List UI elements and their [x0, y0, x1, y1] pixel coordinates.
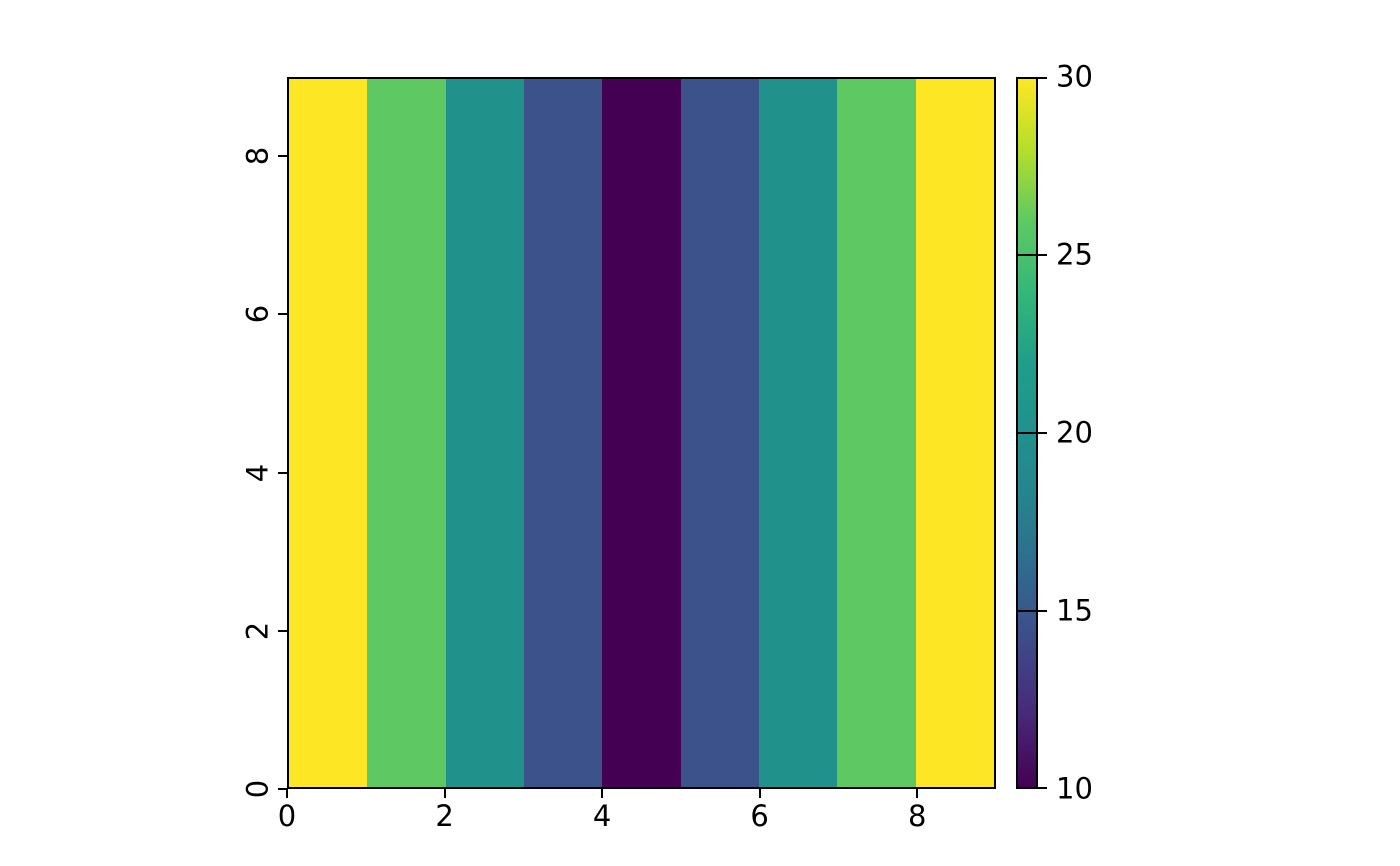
- colorbar-tick-mark: [1016, 610, 1047, 612]
- x-tick-label: 2: [435, 799, 454, 833]
- x-tick-mark: [758, 789, 761, 798]
- heatmap-column-5: [680, 79, 759, 787]
- heatmap-column-6: [758, 79, 838, 787]
- heatmap-column-8: [915, 79, 994, 787]
- colorbar-tick-label: 25: [1056, 237, 1093, 272]
- heatmap-column-7: [837, 79, 916, 787]
- y-tick-mark: [278, 471, 287, 474]
- colorbar-tick-mark: [1016, 254, 1047, 256]
- x-tick-mark: [286, 789, 288, 798]
- y-tick-label: 4: [240, 463, 275, 482]
- y-tick-mark: [278, 313, 287, 316]
- x-tick-mark: [601, 789, 604, 798]
- heatmap-column-3: [523, 79, 603, 787]
- heatmap-column-4: [602, 79, 681, 787]
- x-tick-label: 8: [907, 799, 927, 833]
- x-tick-label: 4: [592, 799, 612, 833]
- y-tick-label: 8: [240, 146, 275, 166]
- colorbar-tick-mark: [1016, 77, 1047, 79]
- colorbar-tick-label: 20: [1056, 415, 1093, 450]
- colorbar-tick-label: 10: [1056, 771, 1093, 806]
- colorbar-tick-label: 15: [1056, 593, 1093, 628]
- colorbar-tick-mark: [1016, 432, 1047, 434]
- heatmap-column-0: [289, 79, 368, 787]
- heatmap-column-2: [445, 79, 524, 787]
- colorbar-tick-label: 30: [1056, 59, 1093, 94]
- y-tick-mark: [278, 155, 287, 158]
- colorbar-tick-mark: [1016, 787, 1047, 789]
- y-tick-label: 0: [240, 779, 275, 799]
- heatmap-plot: [287, 77, 996, 789]
- x-tick-mark: [443, 789, 446, 798]
- y-tick-mark: [278, 788, 287, 790]
- x-tick-mark: [916, 789, 919, 798]
- x-tick-label: 6: [750, 799, 769, 833]
- x-tick-label: 0: [277, 799, 297, 833]
- y-tick-label: 6: [240, 305, 275, 324]
- y-tick-label: 2: [240, 621, 275, 640]
- heatmap-column-1: [367, 79, 446, 787]
- y-tick-mark: [278, 629, 287, 632]
